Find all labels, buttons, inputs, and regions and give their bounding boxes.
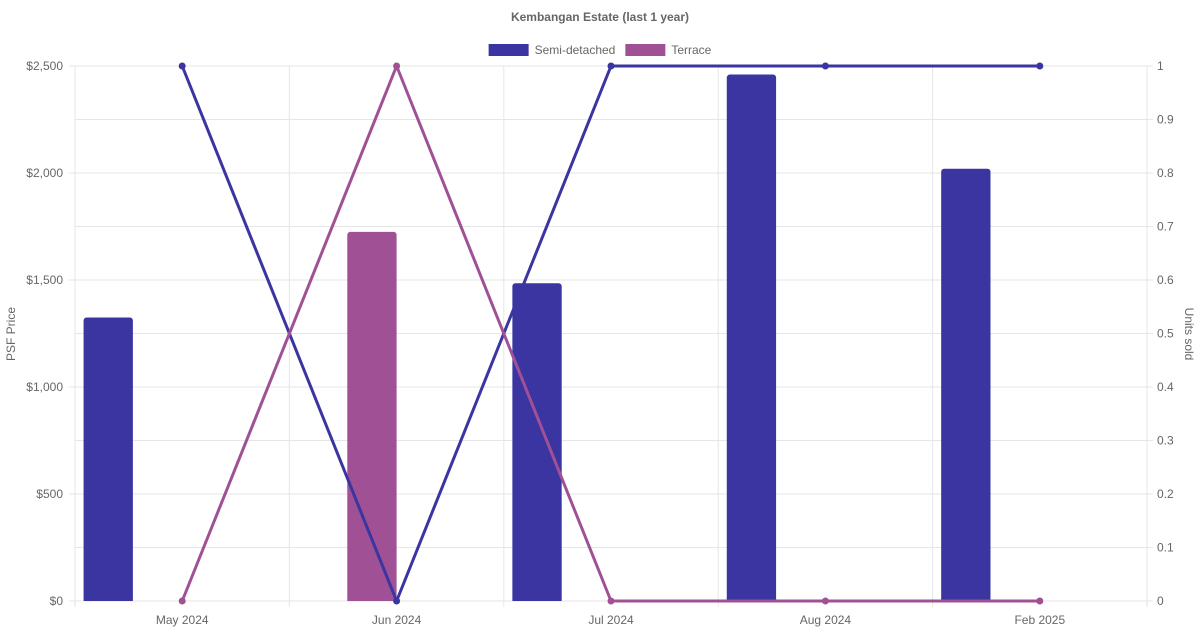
line-point	[1036, 597, 1044, 605]
bars	[83, 74, 991, 601]
bar-semi-detached	[941, 168, 991, 601]
legend: Semi-detached Terrace	[488, 43, 712, 57]
left-tick-label: $2,500	[26, 59, 63, 73]
left-tick-label: $1,500	[26, 273, 63, 287]
line-point	[393, 62, 401, 70]
legend-swatch	[488, 44, 529, 56]
line-point	[821, 597, 829, 605]
line-point	[607, 597, 615, 605]
x-tick-label: Feb 2025	[1014, 613, 1065, 627]
grid-lines	[69, 65, 1153, 607]
right-tick-label: 0	[1157, 594, 1164, 608]
lines	[178, 62, 1044, 605]
right-tick-label: 0.5	[1157, 327, 1174, 341]
right-tick-label: 0.4	[1157, 380, 1174, 394]
right-tick-label: 0.6	[1157, 273, 1174, 287]
legend-label: Terrace	[671, 43, 711, 57]
line-point	[821, 62, 829, 70]
line-point	[178, 62, 186, 70]
x-tick-label: Jul 2024	[588, 613, 634, 627]
right-tick-label: 0.1	[1157, 541, 1174, 555]
axes: 0 0.1 0.2 0.3 0.4 0.5 0.6 0.7 0.8 0.9 1 $0 $500 $1,00…	[26, 59, 1174, 627]
left-axis-title: PSF Price	[4, 307, 18, 361]
bar-base	[347, 598, 397, 601]
bar-semi-detached	[83, 317, 133, 601]
x-tick-label: Aug 2024	[800, 613, 852, 627]
chart-title: Kembangan Estate (last 1 year)	[511, 10, 689, 24]
bar-base	[512, 598, 562, 601]
bar-semi-detached	[726, 74, 777, 601]
bar-base	[83, 598, 133, 601]
right-tick-label: 0.9	[1157, 113, 1174, 127]
right-tick-label: 0.8	[1157, 166, 1174, 180]
line-point	[393, 597, 401, 605]
legend-label: Semi-detached	[535, 43, 616, 57]
line-point	[607, 62, 615, 70]
left-tick-label: $2,000	[26, 166, 63, 180]
x-tick-label: May 2024	[156, 613, 209, 627]
left-tick-label: $500	[36, 487, 63, 501]
right-axis-title: Units sold	[1182, 308, 1196, 361]
left-tick-label: $1,000	[26, 380, 63, 394]
bar-semi-detached	[512, 283, 562, 601]
legend-swatch	[625, 44, 666, 56]
line-point	[1036, 62, 1044, 70]
line-point	[178, 597, 186, 605]
right-tick-label: 0.7	[1157, 220, 1174, 234]
right-tick-label: 0.3	[1157, 434, 1174, 448]
right-tick-label: 1	[1157, 59, 1164, 73]
bar-terrace	[347, 231, 397, 601]
left-tick-label: $0	[50, 594, 64, 608]
x-tick-label: Jun 2024	[372, 613, 422, 627]
right-tick-label: 0.2	[1157, 487, 1174, 501]
